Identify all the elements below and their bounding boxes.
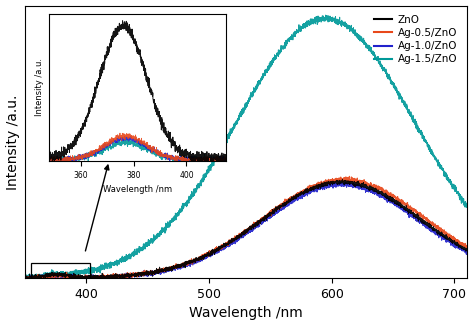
X-axis label: Wavelength /nm: Wavelength /nm [189, 306, 303, 320]
Y-axis label: Intensity /a.u.: Intensity /a.u. [6, 94, 19, 189]
Bar [31, 263, 90, 279]
Legend: ZnO, Ag-0.5/ZnO, Ag-1.0/ZnO, Ag-1.5/ZnO: ZnO, Ag-0.5/ZnO, Ag-1.0/ZnO, Ag-1.5/ZnO [370, 11, 462, 68]
